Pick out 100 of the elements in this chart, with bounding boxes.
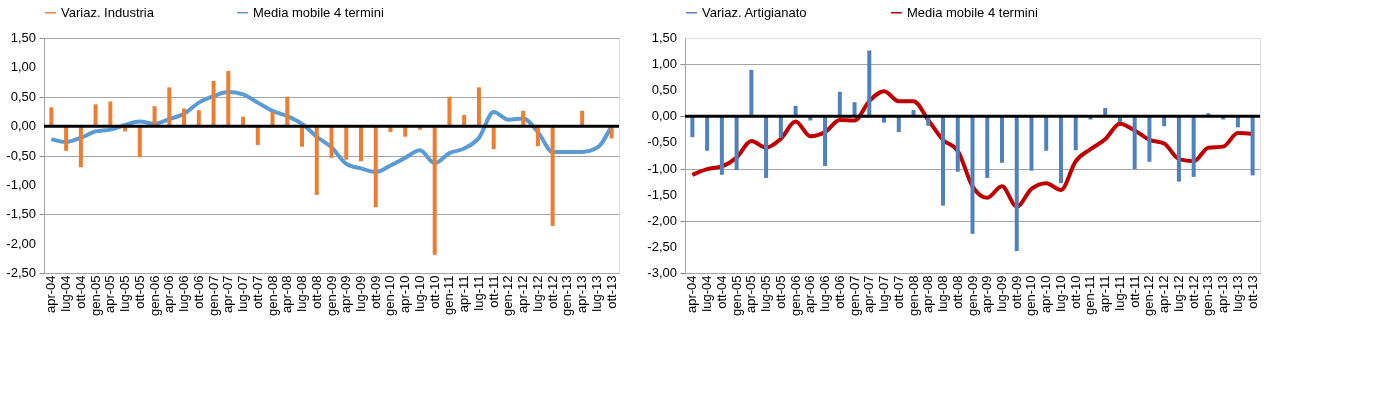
bar	[373, 126, 378, 208]
bar	[344, 126, 349, 160]
x-tick-label: apr-12	[1156, 275, 1172, 314]
x-tick-label: lug-05	[117, 275, 133, 312]
y-tick-label: 0,50	[10, 88, 36, 104]
y-tick-label: -0,50	[6, 147, 36, 163]
bar	[764, 116, 769, 178]
bar	[358, 126, 363, 162]
bar	[182, 108, 187, 127]
x-tick-label: lug-06	[817, 275, 833, 312]
x-tick-label: ott-08	[949, 275, 965, 309]
x-tick-label: ott-05	[772, 275, 788, 309]
bar	[1058, 116, 1063, 184]
bar	[970, 116, 975, 234]
bar	[1147, 116, 1152, 162]
bar	[78, 126, 83, 168]
x-tick-label: gen-09	[964, 275, 980, 316]
x-tick-label: lug-04	[699, 275, 715, 312]
bar	[1176, 116, 1181, 182]
y-tick-label: 0,00	[10, 118, 36, 134]
x-tick-label: lug-07	[235, 275, 251, 312]
bar	[314, 126, 319, 195]
x-tick-label: gen-12	[1141, 275, 1157, 316]
bar	[837, 91, 842, 117]
y-tick-label: 0,00	[651, 108, 677, 124]
y-tick-label: -3,00	[647, 265, 677, 280]
x-tick-label: lug-08	[935, 275, 951, 312]
x-tick-label: lug-09	[352, 275, 368, 312]
x-tick-label: apr-11	[1097, 275, 1113, 313]
x-tick-label: lug-06	[176, 275, 192, 312]
x-tick-label: apr-09	[338, 275, 354, 314]
x-tick-label: ott-09	[1008, 275, 1024, 309]
x-tick-label: ott-11	[1126, 275, 1142, 308]
x-tick-label: ott-12	[1185, 275, 1201, 309]
y-tick-label: -2,00	[647, 212, 677, 228]
bar	[300, 126, 305, 147]
x-tick-label: lug-13	[1229, 275, 1245, 312]
x-tick-label: apr-09	[979, 275, 995, 314]
x-tick-label: gen-06	[787, 275, 803, 316]
x-tick-label: gen-05	[87, 275, 103, 316]
bar	[941, 116, 946, 206]
x-tick-label: gen-12	[500, 275, 516, 316]
bar	[93, 104, 98, 127]
bar	[749, 69, 754, 117]
x-tick-label: lug-05	[758, 275, 774, 312]
y-tick-label: 1,00	[10, 59, 36, 75]
y-tick-label: -1,00	[647, 160, 677, 176]
bar	[1029, 116, 1034, 171]
bar	[580, 110, 585, 127]
x-tick-label: lug-04	[58, 275, 74, 312]
bar	[734, 116, 739, 171]
bar	[270, 112, 275, 127]
x-tick-label: gen-13	[1200, 275, 1216, 316]
x-tick-label: gen-08	[264, 275, 280, 316]
bar	[447, 96, 452, 127]
bar	[49, 107, 54, 127]
legend-label: Variaz. Industria	[61, 4, 155, 20]
x-tick-label: apr-06	[802, 275, 818, 314]
bar	[1073, 116, 1078, 151]
x-tick-label: apr-13	[574, 275, 590, 314]
x-tick-label: ott-13	[603, 275, 619, 309]
x-tick-label: lug-12	[529, 275, 545, 312]
bar	[867, 50, 872, 117]
x-tick-label: apr-12	[515, 275, 531, 314]
bar	[852, 102, 857, 117]
x-tick-label: ott-04	[713, 275, 729, 309]
x-tick-label: ott-08	[308, 275, 324, 309]
bar	[285, 96, 290, 127]
x-tick-label: gen-07	[205, 275, 221, 316]
x-tick-label: apr-11	[456, 275, 472, 313]
x-tick-label: gen-10	[1023, 275, 1039, 316]
bar	[705, 116, 710, 151]
y-tick-label: -2,50	[647, 238, 677, 254]
x-tick-label: ott-07	[249, 275, 265, 309]
y-tick-label: -0,50	[647, 134, 677, 150]
bar	[690, 116, 695, 138]
bar	[137, 126, 142, 158]
bar	[226, 70, 231, 127]
x-tick-label: gen-13	[559, 275, 575, 316]
bar	[719, 116, 724, 175]
bar	[823, 116, 828, 166]
x-tick-label: lug-07	[876, 275, 892, 312]
bar	[476, 87, 481, 127]
x-tick-label: ott-05	[131, 275, 147, 309]
bar	[491, 126, 496, 150]
x-tick-label: lug-10	[1052, 275, 1068, 312]
bar	[329, 126, 334, 158]
y-tick-label: -1,50	[647, 186, 677, 202]
x-tick-label: gen-09	[323, 275, 339, 316]
bar	[1132, 116, 1137, 170]
x-tick-label: gen-05	[728, 275, 744, 316]
x-tick-label: apr-08	[920, 275, 936, 314]
x-tick-label: apr-10	[397, 275, 413, 314]
x-tick-label: lug-13	[588, 275, 604, 312]
x-tick-label: lug-08	[294, 275, 310, 312]
x-tick-label: ott-06	[190, 275, 206, 309]
x-tick-label: lug-09	[993, 275, 1009, 312]
x-tick-label: apr-05	[102, 275, 118, 314]
x-tick-label: ott-07	[890, 275, 906, 309]
bar	[985, 116, 990, 178]
